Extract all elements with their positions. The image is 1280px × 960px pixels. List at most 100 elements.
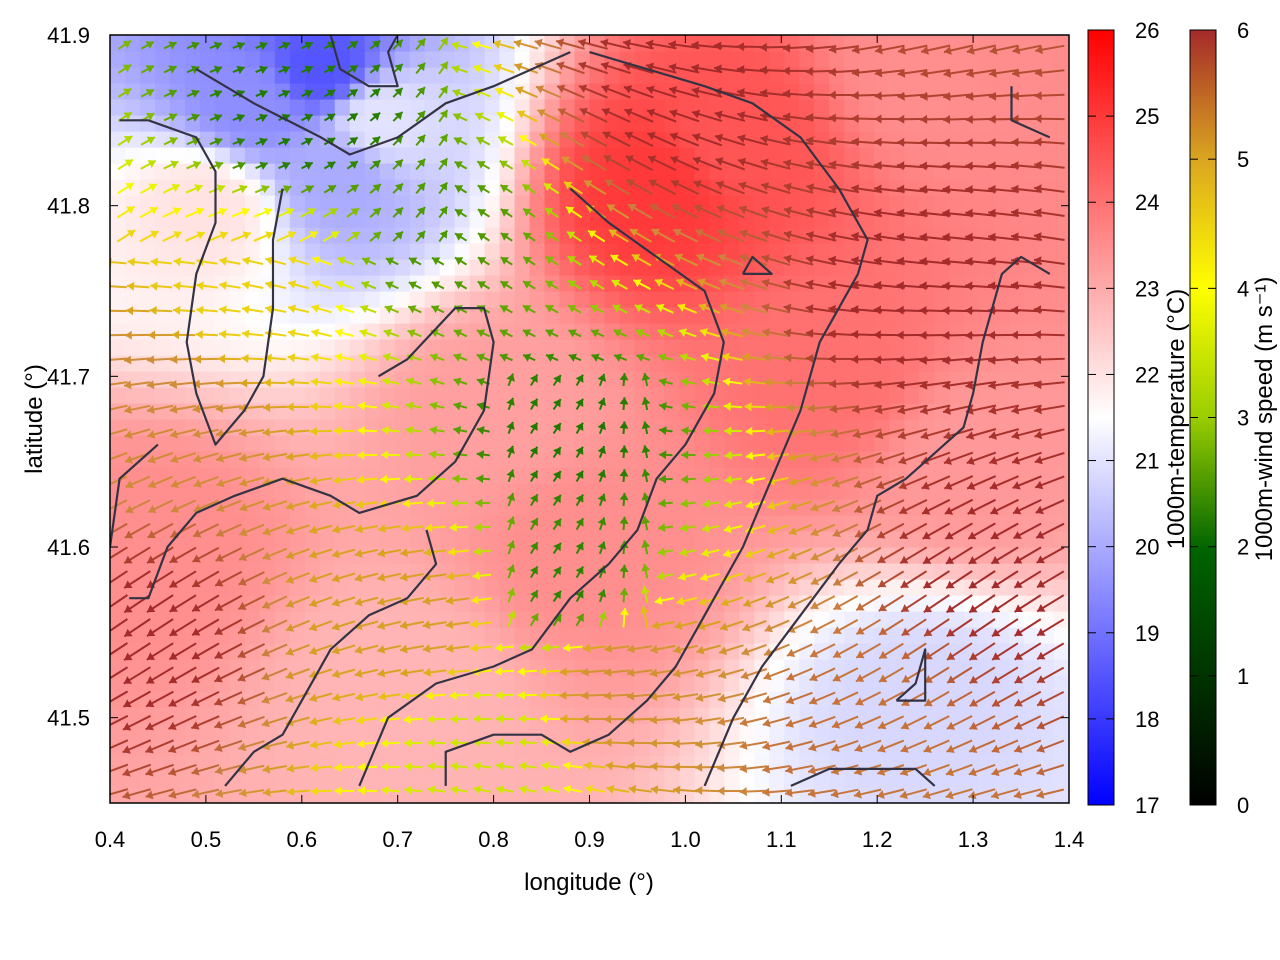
wind-arrow: [744, 402, 766, 412]
heatmap-cell: [499, 723, 516, 740]
heatmap-cell: [814, 611, 830, 628]
heatmap-cell: [679, 691, 695, 708]
heatmap-cell: [589, 435, 606, 452]
wind-arrow: [681, 450, 696, 460]
heatmap-cell: [409, 67, 426, 84]
heatmap-cell: [1054, 659, 1069, 676]
wind-arrow: [695, 716, 722, 726]
wind-arrow: [739, 740, 768, 750]
heatmap-cell: [439, 499, 456, 516]
wind-arrow: [477, 280, 491, 290]
heatmap-cell: [379, 499, 396, 516]
heatmap-cell: [949, 467, 965, 484]
heatmap-cell: [724, 387, 740, 404]
heatmap-cell: [904, 403, 920, 420]
wind-arrow: [214, 715, 243, 729]
heatmap-cell: [274, 371, 291, 388]
wind-arrow: [147, 428, 174, 439]
wind-arrow: [724, 450, 742, 460]
wind-arrow: [604, 644, 630, 654]
heatmap-cell: [274, 99, 291, 116]
heatmap-cell: [604, 275, 621, 292]
heatmap-cell: [904, 323, 920, 340]
heatmap-cell: [949, 387, 965, 404]
heatmap-cell: [409, 531, 426, 548]
wind-arrow: [717, 716, 745, 726]
heatmap-cell: [454, 243, 471, 260]
wind-arrow: [453, 425, 468, 435]
heatmap-cell: [124, 387, 141, 404]
heatmap-cell: [679, 387, 695, 404]
heatmap-cell: [349, 483, 366, 500]
wind-arrow: [942, 404, 974, 415]
heatmap-cell: [619, 147, 636, 164]
wind-arrow: [192, 428, 219, 439]
wind-arrow: [253, 231, 274, 242]
colorbar-tick-label: 18: [1135, 707, 1159, 732]
wind-arrow: [450, 738, 469, 748]
heatmap-cell: [949, 435, 965, 452]
colorbar-tick-label: 2: [1237, 535, 1249, 560]
wind-arrow: [369, 207, 382, 218]
heatmap-cell: [244, 35, 261, 52]
heatmap-cell: [874, 675, 890, 692]
wind-arrow: [346, 40, 359, 50]
wind-arrow: [568, 329, 582, 338]
wind-arrow: [897, 428, 928, 440]
heatmap-cell: [799, 339, 815, 356]
heatmap-cell: [814, 787, 830, 803]
wind-arrow: [255, 161, 268, 170]
heatmap-cell: [559, 467, 576, 484]
heatmap-cell: [514, 787, 531, 803]
heatmap-cell: [949, 339, 965, 356]
wind-arrow: [506, 373, 515, 387]
heatmap-cell: [454, 723, 471, 740]
heatmap-cell: [1039, 611, 1055, 628]
heatmap-cell: [454, 195, 471, 212]
heatmap-cell: [979, 195, 995, 212]
wind-arrow: [285, 452, 310, 461]
wind-arrow: [991, 618, 1019, 638]
wind-arrow: [647, 132, 677, 147]
heatmap-cell: [454, 547, 471, 564]
wind-arrow: [636, 353, 650, 362]
wind-arrow: [377, 668, 401, 678]
wind-arrow: [477, 208, 490, 218]
heatmap-cell: [544, 435, 561, 452]
heatmap-cell: [1009, 195, 1025, 212]
wind-arrow: [612, 304, 628, 314]
heatmap-cell: [409, 131, 426, 148]
heatmap-cell: [544, 515, 561, 532]
wind-arrow: [216, 476, 242, 488]
wind-arrow: [334, 763, 355, 772]
wind-arrow: [589, 279, 605, 290]
wind-arrow: [788, 571, 813, 585]
wind-arrow: [723, 402, 743, 411]
wind-arrow: [875, 451, 905, 465]
wind-arrow: [333, 739, 355, 749]
wind-arrow: [809, 452, 836, 463]
heatmap-cell: [964, 755, 980, 772]
wind-arrow: [356, 475, 378, 485]
heatmap-cell: [544, 723, 561, 740]
wind-arrow: [809, 476, 836, 487]
wind-arrow: [477, 232, 490, 242]
wind-arrow: [696, 644, 721, 655]
wind-arrow: [162, 207, 182, 218]
wind-arrow: [1013, 763, 1042, 776]
wind-arrow: [720, 596, 744, 607]
wind-arrow: [473, 761, 491, 771]
wind-arrow: [966, 475, 997, 490]
heatmap-cell: [919, 387, 935, 404]
wind-arrow: [716, 204, 745, 219]
heatmap-cell: [439, 291, 456, 308]
wind-arrow: [219, 281, 241, 290]
heatmap-cell: [110, 387, 126, 404]
wind-arrow: [541, 643, 560, 652]
wind-arrow: [219, 256, 241, 266]
wind-arrow: [232, 113, 245, 123]
wind-arrow: [700, 352, 720, 362]
heatmap-cell: [934, 643, 950, 660]
heatmap-cell: [784, 51, 800, 68]
wind-arrow: [739, 787, 768, 797]
